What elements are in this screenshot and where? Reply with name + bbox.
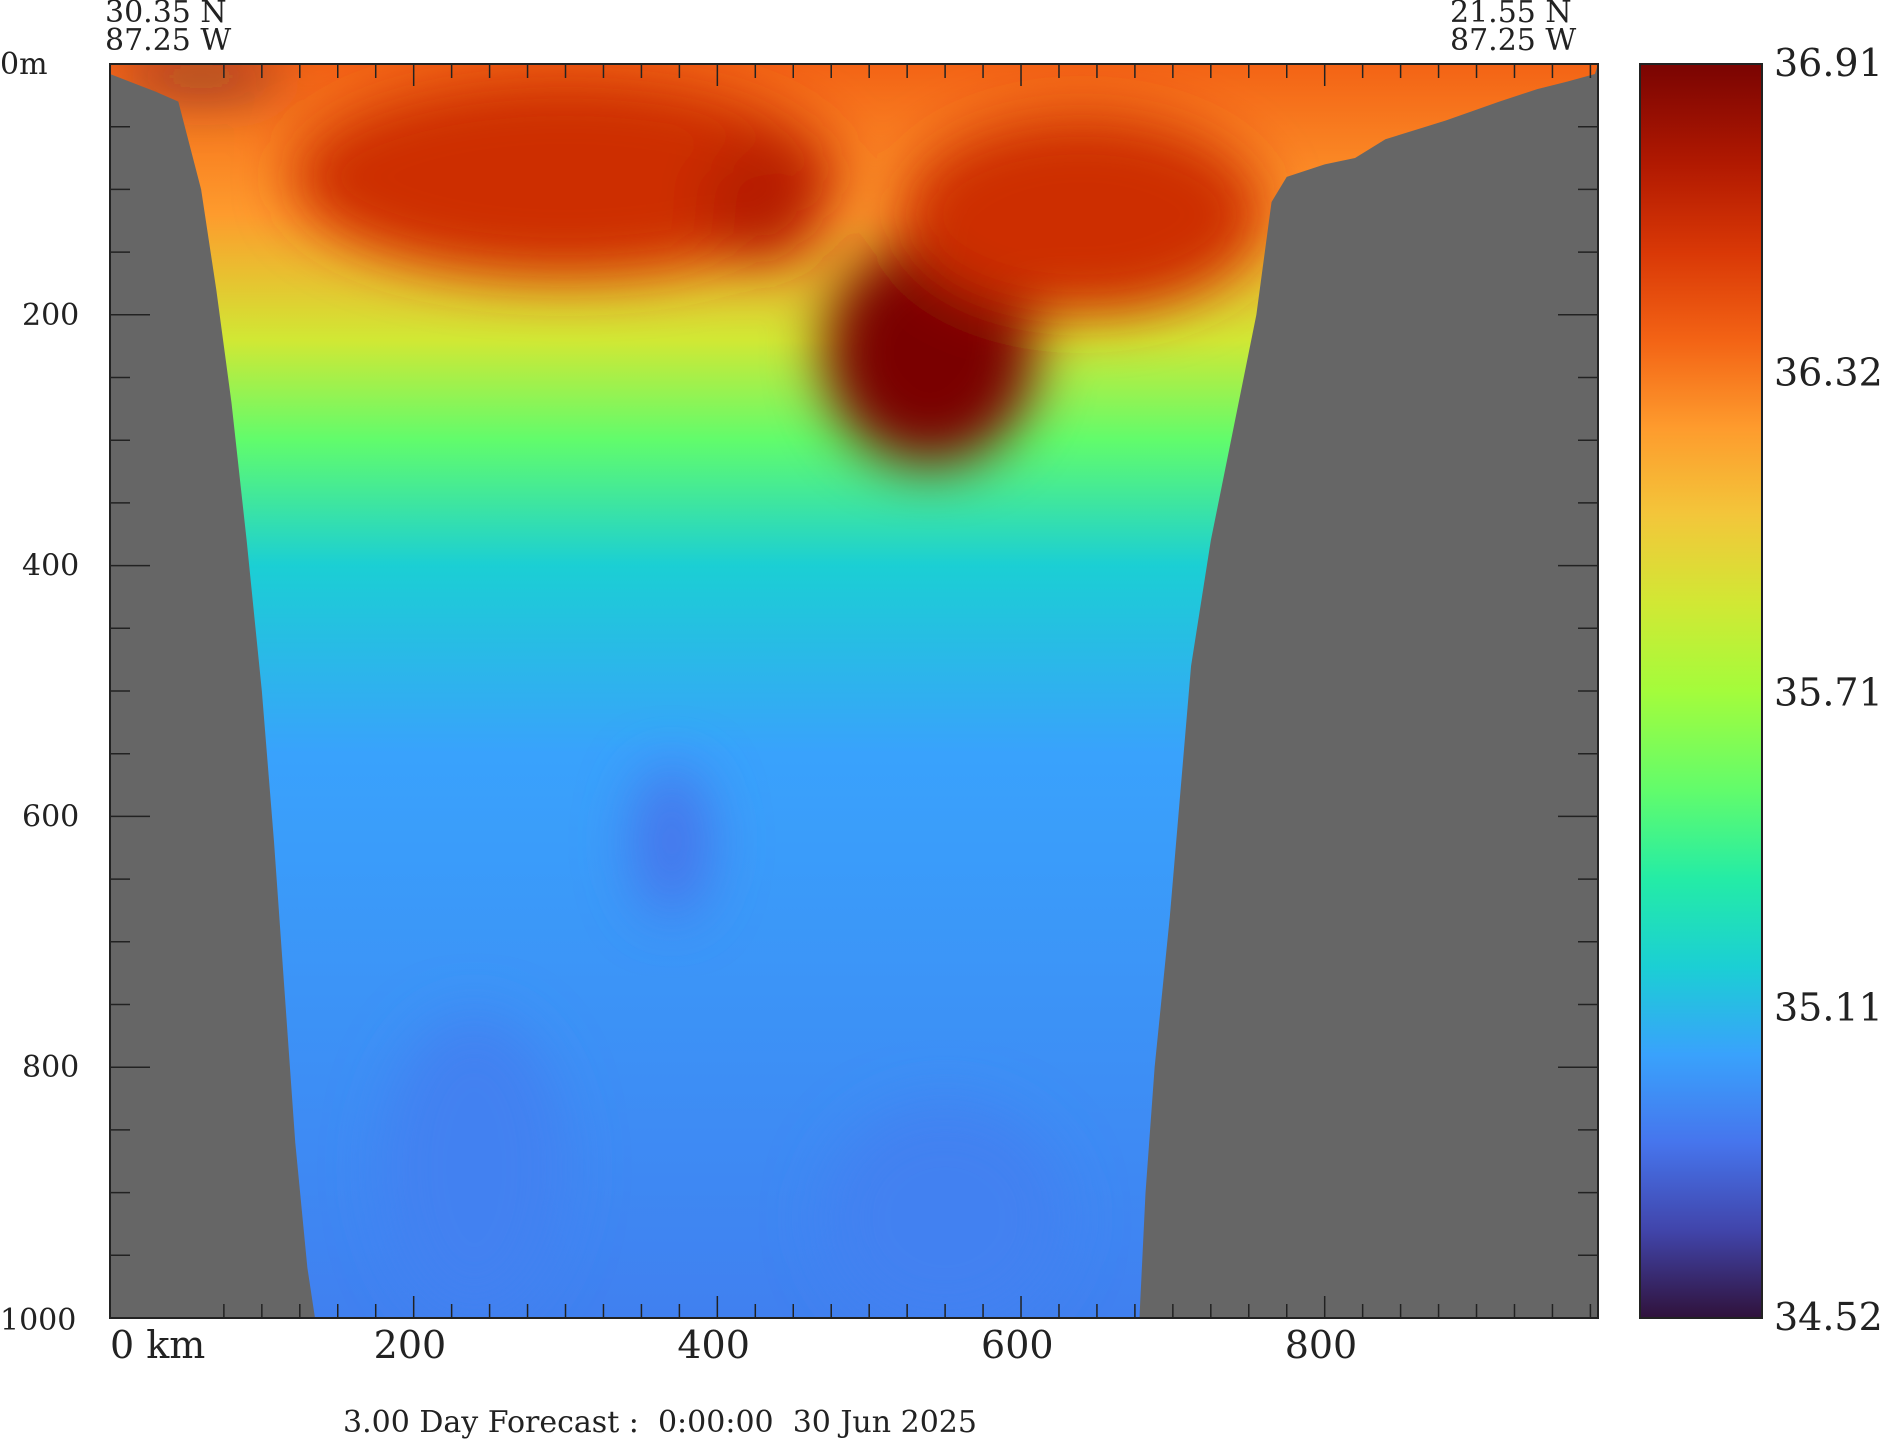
y-tick-label-200: 200 xyxy=(22,298,79,333)
forecast-caption: 3.00 Day Forecast : 0:00:00 30 Jun 2025 xyxy=(343,1405,977,1440)
y-tick-label-0: 0m xyxy=(0,47,48,82)
salinity-features xyxy=(117,66,1264,1318)
right-bathymetry-land xyxy=(1139,64,1598,1318)
x-tick-label-600: 600 xyxy=(981,1323,1054,1367)
salinity-feature-3 xyxy=(899,114,1264,315)
colorbar-label-4: 34.52 xyxy=(1774,1295,1883,1339)
colorbar-label-1: 36.32 xyxy=(1774,351,1883,395)
x-axis: 0 km 200 400 600 800 xyxy=(110,64,1592,1367)
salinity-feature-1 xyxy=(292,76,839,278)
y-tick-label-800: 800 xyxy=(22,1050,79,1085)
left-bathymetry-land xyxy=(110,64,315,1318)
salinity-feature-2 xyxy=(702,139,824,265)
start-lon-label: 87.25 W xyxy=(105,23,231,58)
y-tick-label-400: 400 xyxy=(22,549,79,584)
x-tick-label-0: 0 km xyxy=(110,1323,205,1367)
section-endpoints: 30.35 N 87.25 W 21.55 N 87.25 W xyxy=(105,0,1576,58)
colorbar: 36.91 36.32 35.71 35.11 34.52 xyxy=(1639,41,1883,1339)
salinity-feature-6 xyxy=(383,1017,566,1318)
y-tick-label-1000: 1000 xyxy=(0,1303,76,1338)
y-tick-label-600: 600 xyxy=(22,799,79,834)
colorbar-label-0: 36.91 xyxy=(1774,41,1883,85)
y-axis: 0m 200 400 600 800 1000 xyxy=(0,47,1598,1338)
salinity-feature-7 xyxy=(823,1104,1067,1318)
start-lat-label: 30.35 N xyxy=(105,0,227,30)
x-tick-label-400: 400 xyxy=(677,1323,750,1367)
x-tick-label-800: 800 xyxy=(1285,1323,1358,1367)
colorbar-labels: 36.91 36.32 35.71 35.11 34.52 xyxy=(1774,41,1883,1339)
x-tick-label-200: 200 xyxy=(374,1323,447,1367)
end-lat-label: 21.55 N xyxy=(1450,0,1572,30)
colorbar-label-2: 35.71 xyxy=(1774,671,1883,715)
colorbar-label-3: 35.11 xyxy=(1774,985,1883,1029)
salinity-feature-4 xyxy=(117,66,285,87)
salinity-feature-5 xyxy=(633,766,710,917)
plot-area xyxy=(110,64,1598,1318)
end-lon-label: 87.25 W xyxy=(1450,23,1576,58)
colorbar-gradient xyxy=(1639,63,1763,1319)
